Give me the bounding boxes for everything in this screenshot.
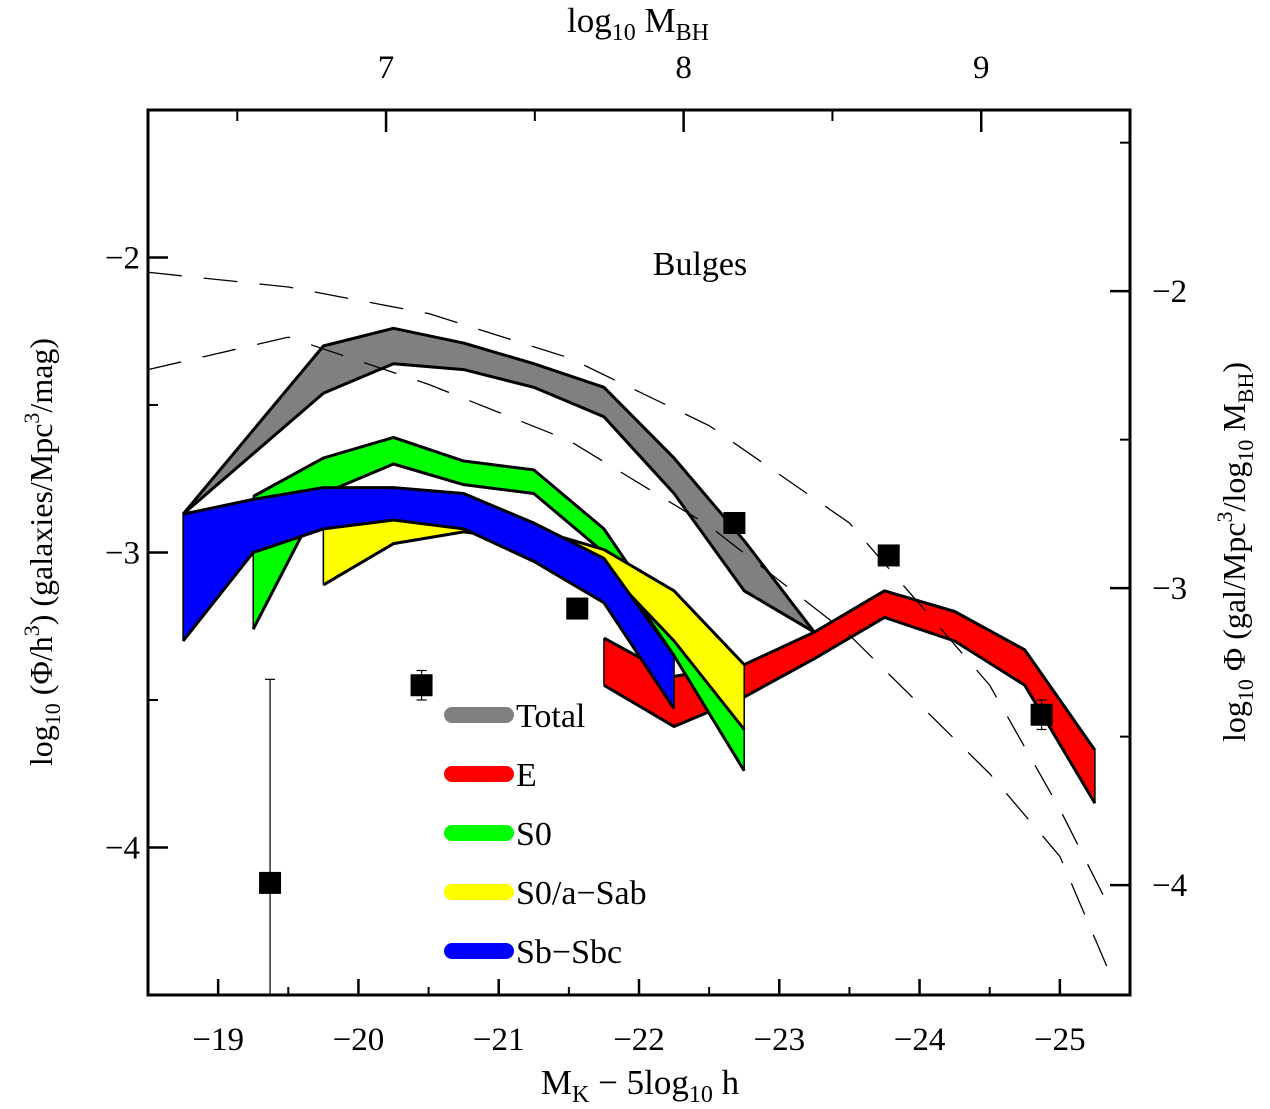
band-e-lower-edge — [603, 615, 1097, 805]
y-tick-label-2: −2 — [105, 241, 140, 277]
band-s0-a-sab — [323, 508, 745, 730]
x-tick-label-19: −19 — [192, 1022, 244, 1058]
data-point-2 — [410, 674, 433, 697]
top-tick-label-8: 8 — [675, 50, 692, 86]
top-tick-label-7: 7 — [378, 50, 395, 86]
band-e — [603, 590, 1095, 804]
band-sb-sbc-upper-edge — [182, 486, 676, 657]
x-tick-label-24: −24 — [894, 1022, 946, 1058]
y-right-tick-label-4: −4 — [1152, 868, 1187, 904]
x-tick-label-21: −21 — [473, 1022, 525, 1058]
legend-label-s0: S0 — [516, 816, 552, 853]
band-total-lower-edge — [182, 362, 816, 634]
legend-label-e: E — [516, 757, 537, 794]
right-y-axis-title: log10 Φ (gal/Mpc3/log10 MBH) — [1212, 362, 1258, 742]
ticks-layer: −19 −20 −21 −22 −23 −24 −25 7 8 9 −2 −3 −4 −2 −3 −4 — [105, 50, 1187, 1058]
top-axis-title: log10 MBH — [567, 1, 709, 46]
data-point-3 — [566, 597, 589, 620]
legend-label-s0-a-sab: S0/a−Sab — [516, 875, 647, 912]
y-right-tick-label-3: −3 — [1152, 571, 1187, 607]
y-right-tick-label-2: −2 — [1152, 274, 1187, 310]
legend-label-total: Total — [516, 698, 585, 735]
data-points-layer — [259, 512, 1053, 996]
data-point-1 — [259, 871, 282, 894]
annotation-bulges: Bulges — [653, 246, 747, 283]
dashed-model-line-2 — [147, 336, 1110, 972]
bands-layer — [181, 326, 1097, 805]
left-y-axis-title: log10 (Φ/h3) (galaxies/Mpc3/mag) — [19, 338, 65, 766]
band-total-upper-edge — [181, 326, 816, 634]
y-tick-label-3: −3 — [105, 536, 140, 572]
x-tick-label-20: −20 — [333, 1022, 385, 1058]
data-point-6 — [1030, 703, 1053, 726]
data-point-4 — [723, 512, 746, 534]
x-tick-label-25: −25 — [1034, 1022, 1086, 1058]
top-tick-label-9: 9 — [973, 50, 990, 86]
dashed-lines-layer — [147, 271, 1110, 972]
band-sb-sbc — [183, 487, 675, 709]
y-tick-label-4: −4 — [105, 831, 140, 867]
x-axis-title: MK − 5log10 h — [541, 1063, 740, 1108]
x-tick-label-23: −23 — [753, 1022, 805, 1058]
x-tick-label-22: −22 — [613, 1022, 665, 1058]
dashed-model-line-1 — [147, 271, 1110, 907]
legend: Total E S0 S0/a−Sab Sb−Sbc — [444, 698, 647, 971]
band-sb-sbc-lower-edge — [181, 518, 676, 710]
legend-label-sb-sbc: Sb−Sbc — [516, 934, 622, 971]
band-total — [183, 328, 815, 633]
data-point-5 — [877, 544, 900, 567]
